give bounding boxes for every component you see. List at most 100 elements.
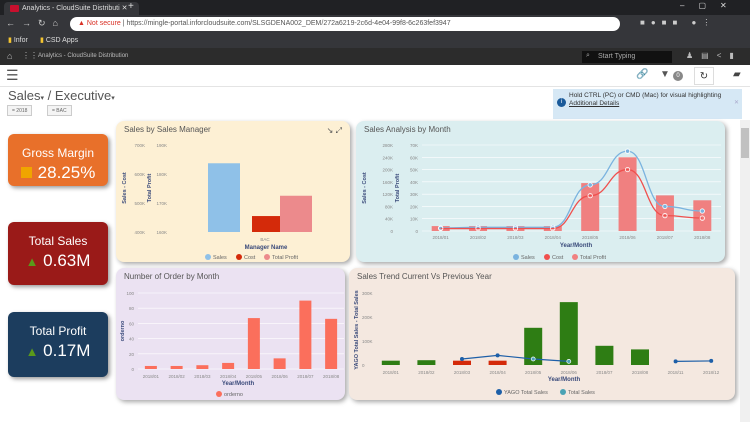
kpi-total-sales[interactable]: Total Sales ▲ 0.63M <box>8 222 108 285</box>
extension-icons[interactable]: ■●■■ ●⋮ <box>640 18 717 27</box>
menu-icon[interactable]: ☰ <box>6 67 19 83</box>
bar-total-profit <box>280 195 312 232</box>
y-tick-label: 30K <box>410 192 418 197</box>
legend-marker <box>216 391 222 397</box>
y-tick-label: 80K <box>385 204 393 209</box>
chart-sales-by-manager: Sales - Cost 400K 500K 600K 700K Total Profit… <box>122 143 312 261</box>
y-axis-label: Sales - Cost <box>362 172 368 204</box>
filter-chip-year[interactable]: = 2018 <box>7 105 33 116</box>
new-tab-icon[interactable]: + <box>128 1 134 12</box>
filter-count-badge: 0 <box>673 71 683 81</box>
drill-expand-icons[interactable]: ↘ ⤢ <box>326 126 342 135</box>
y-tick-label: 20K <box>410 204 418 209</box>
x-tick-label: 2018/05 <box>246 374 263 379</box>
bar-orderno <box>144 365 157 369</box>
legend-label: Sales <box>213 255 227 261</box>
bar-total-sales <box>488 360 507 365</box>
page-scrollbar[interactable] <box>740 120 750 422</box>
y-tick-label: 200K <box>362 315 373 320</box>
y-tick-label: 500K <box>134 201 145 206</box>
point-yago-total-sales <box>673 359 678 364</box>
y-tick-label: 400K <box>134 230 145 235</box>
neutral-square-icon <box>20 167 32 178</box>
url-field[interactable]: ▲ Not secure | https://mingle-portal.inf… <box>70 17 620 31</box>
y-axis-label: Sales - Cost <box>122 172 128 204</box>
bar-total-sales <box>631 349 649 365</box>
point-cost <box>662 213 668 219</box>
point-sales <box>662 203 668 210</box>
home-icon[interactable]: ⌂ <box>7 51 13 61</box>
legend-marker <box>560 389 566 395</box>
nav-buttons-icon[interactable]: ←→↻⌂ <box>6 18 65 28</box>
y-tick-label: 0 <box>362 363 365 368</box>
legend-marker <box>544 254 550 260</box>
breadcrumb-sales[interactable]: Sales <box>8 88 41 103</box>
export-icon[interactable]: ▰ <box>733 69 741 80</box>
kpi-total-profit[interactable]: Total Profit ▲ 0.17M <box>8 312 108 377</box>
browser-tab-bar: Analytics - CloudSuite Distributi ✕ + –▢… <box>0 0 750 15</box>
window-controls[interactable]: –▢✕ <box>680 1 741 10</box>
y-tick-label: 60K <box>410 155 418 160</box>
x-tick-label: 2018/03 <box>194 374 211 379</box>
app-header: ⌂ ⋮⋮ Analytics - CloudSuite Distribution… <box>0 48 750 65</box>
x-tick-label: BAC <box>260 237 270 242</box>
y-tick-label: 0 <box>390 229 393 234</box>
point-yago-total-sales <box>530 356 536 362</box>
filter-icon[interactable]: ▼ <box>660 69 670 80</box>
y-tick-label: 190K <box>156 143 167 148</box>
bar-total-sales <box>559 302 578 365</box>
x-tick-label: 2018/03 <box>507 235 524 240</box>
legend-marker <box>496 389 502 395</box>
search-input[interactable]: ⌕ Start Typing <box>582 51 672 63</box>
chart-title: Number of Order by Month <box>124 272 220 281</box>
y-tick-label: 40K <box>385 217 393 222</box>
x-tick-label: 2018/01 <box>383 370 400 375</box>
search-icon: ⌕ <box>586 52 590 59</box>
point-yago-total-sales <box>460 357 464 361</box>
legend-marker <box>572 254 578 260</box>
y-tick-label: 10K <box>410 217 418 222</box>
x-axis-label: Year/Month <box>560 243 593 249</box>
y-tick-label: 0 <box>415 229 418 234</box>
y-tick-label: 280K <box>382 143 393 148</box>
point-sales <box>587 182 593 188</box>
link-icon[interactable]: 🔗 <box>636 69 649 80</box>
y-axis-label: Total Profit <box>395 174 401 203</box>
bookmark-csd-apps[interactable]: ▮ CSD Apps <box>40 37 79 44</box>
y-tick-label: 70K <box>410 143 418 148</box>
y-tick-label: 240K <box>382 155 393 160</box>
breadcrumb-executive[interactable]: Executive <box>54 88 112 103</box>
x-tick-label: 2018/01 <box>433 235 450 240</box>
browser-tab[interactable]: Analytics - CloudSuite Distributi ✕ <box>4 2 139 15</box>
bar-total-profit <box>581 183 600 231</box>
refresh-button[interactable]: ↻ <box>694 67 714 85</box>
y-tick-label: 50K <box>410 168 418 173</box>
y-tick-label: 700K <box>134 143 145 148</box>
breadcrumb: Sales▾ / Executive▾ <box>8 88 115 103</box>
bar-orderno <box>170 365 183 369</box>
y-tick-label: 0 <box>131 367 134 372</box>
apps-grid-icon[interactable]: ⋮⋮ <box>22 51 38 60</box>
line-yago-total-sales <box>461 354 712 362</box>
additional-details-link[interactable]: Additional Details <box>569 100 620 107</box>
x-tick-label: 2018/01 <box>143 374 160 379</box>
kpi-gross-margin[interactable]: Gross Margin 28.25% <box>8 134 108 186</box>
header-icons[interactable]: ♟▤<▮ <box>686 51 742 60</box>
y-tick-label: 100K <box>362 339 373 344</box>
bar-total-sales <box>453 360 471 365</box>
bar-total-sales <box>524 327 543 365</box>
point-yago-total-sales <box>495 353 500 358</box>
chart-title: Sales Trend Current Vs Previous Year <box>357 272 492 281</box>
close-icon[interactable]: ✕ <box>733 100 739 106</box>
x-tick-label: 2018/12 <box>703 370 720 375</box>
y-axis-label: orderno <box>120 320 126 341</box>
point-yago-total-sales <box>709 358 714 363</box>
legend-label: Cost <box>244 255 256 261</box>
bookmark-infor[interactable]: ▮ Infor <box>8 37 28 44</box>
filter-chip-manager[interactable]: = BAC <box>47 105 72 116</box>
legend-label: orderno <box>224 392 243 398</box>
y-tick-label: 80 <box>129 306 135 311</box>
chart-title: Sales by Sales Manager <box>124 125 211 134</box>
x-axis-label: Manager Name <box>245 245 288 251</box>
panel-sales-by-month: Sales Analysis by Month Sales - Cost 0 40K… <box>356 121 725 262</box>
